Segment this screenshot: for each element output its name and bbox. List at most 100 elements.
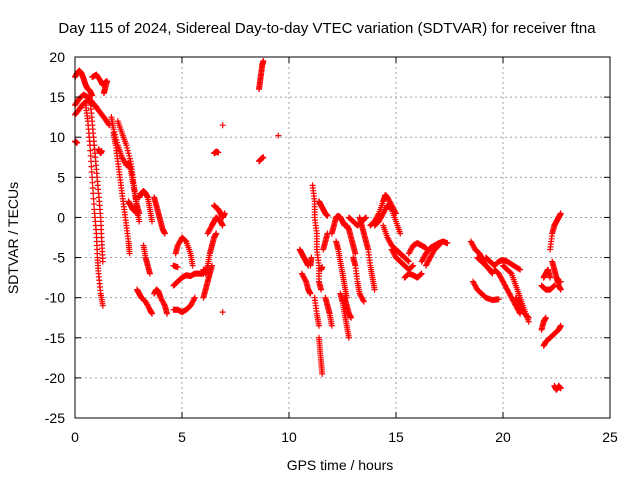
series-arc-be [422, 242, 442, 269]
data-point [100, 90, 107, 97]
data-point [418, 270, 425, 277]
series-arc-w [200, 262, 215, 301]
y-tick-label: 10 [49, 129, 65, 145]
series-arc-bt [551, 382, 564, 393]
data-point [125, 150, 132, 157]
series-arc-o [140, 242, 153, 277]
series-arc-q [151, 286, 171, 317]
data-point [348, 314, 355, 321]
data-point [345, 334, 352, 341]
data-point [89, 179, 96, 186]
data-point [124, 144, 131, 151]
data-point [126, 152, 133, 159]
data-point [371, 286, 378, 293]
x-tick-label: 0 [71, 429, 79, 445]
series-arc-bs [540, 322, 564, 349]
series-arc-ae [275, 132, 282, 139]
series-arc-ad [256, 154, 267, 165]
axis-ticks [74, 56, 611, 419]
data-point [260, 154, 267, 161]
data-point [219, 222, 226, 229]
data-point [516, 265, 523, 272]
data-point [90, 190, 97, 197]
data-point [126, 250, 133, 257]
series-arc-aq [333, 238, 350, 301]
data-point [174, 264, 181, 271]
data-point [88, 168, 95, 175]
y-axis-label: SDTVAR / TECUs [5, 182, 21, 294]
series-arc-e [86, 94, 106, 265]
data-point [136, 218, 143, 225]
data-point [318, 286, 325, 293]
data-point [360, 297, 367, 304]
series-arc-as [341, 294, 355, 321]
series-arc-ba [388, 246, 417, 273]
y-tick-label: -5 [53, 250, 66, 266]
plot-frame [74, 56, 611, 419]
x-tick-label: 5 [178, 429, 186, 445]
data-point [307, 290, 314, 297]
x-tick-label: 15 [388, 429, 404, 445]
data-point [405, 258, 412, 265]
x-tick-label: 10 [281, 429, 297, 445]
data-point [557, 278, 564, 285]
series-arc-bd [418, 238, 451, 265]
data-point [90, 195, 97, 202]
series-arc-p [134, 286, 156, 317]
data-point [397, 230, 404, 237]
series-arc-j [110, 130, 133, 257]
data-point [219, 309, 226, 316]
series-arc-aa [219, 122, 226, 129]
data-point [542, 314, 549, 321]
data-point [213, 230, 220, 237]
series-arc-bn [540, 266, 554, 281]
data-point [99, 302, 106, 309]
x-tick-label: 25 [602, 429, 618, 445]
series-arc-s [170, 262, 181, 271]
data-point [134, 210, 141, 217]
series-arc-g [95, 146, 105, 157]
y-tick-label: 5 [57, 169, 65, 185]
data-point [517, 266, 524, 273]
data-point [550, 283, 557, 290]
series-arc-y [211, 202, 228, 221]
series-arc-av [350, 254, 367, 305]
series-arc-ai [309, 182, 325, 293]
data-point [219, 122, 226, 129]
data-point [417, 271, 424, 278]
data-point [189, 262, 196, 269]
series-arc-h [72, 138, 81, 146]
data-point [444, 240, 451, 247]
series-arc-ao [318, 264, 326, 273]
data-point [161, 230, 168, 237]
series-arc-bh [470, 278, 502, 304]
series-arc-bq [553, 274, 564, 285]
data-point [557, 385, 564, 392]
y-tick-label: 20 [49, 49, 65, 65]
data-point [88, 163, 95, 170]
data-point [324, 212, 331, 219]
data-point [191, 294, 198, 301]
data-point [319, 264, 326, 271]
data-point [557, 286, 564, 293]
data-point [557, 210, 564, 217]
series-arc-ab [219, 309, 226, 316]
data-point [215, 149, 222, 156]
series-arc-z [211, 148, 222, 157]
series-arc-bl [512, 294, 532, 321]
data-point [525, 314, 532, 321]
series-arc-d [82, 102, 106, 309]
data-point [352, 250, 359, 257]
data-point [435, 243, 442, 250]
series-arc-m [136, 187, 156, 225]
data-point [363, 214, 370, 221]
series-arc-ag [298, 270, 314, 297]
data-point [221, 210, 228, 217]
data-point [123, 142, 130, 149]
series-arc-x [204, 214, 226, 237]
data-point [275, 132, 282, 139]
series-arc-r [172, 234, 196, 269]
series-arc-at [343, 222, 359, 257]
series-arc-t [170, 270, 207, 289]
series-arc-n [151, 194, 168, 237]
